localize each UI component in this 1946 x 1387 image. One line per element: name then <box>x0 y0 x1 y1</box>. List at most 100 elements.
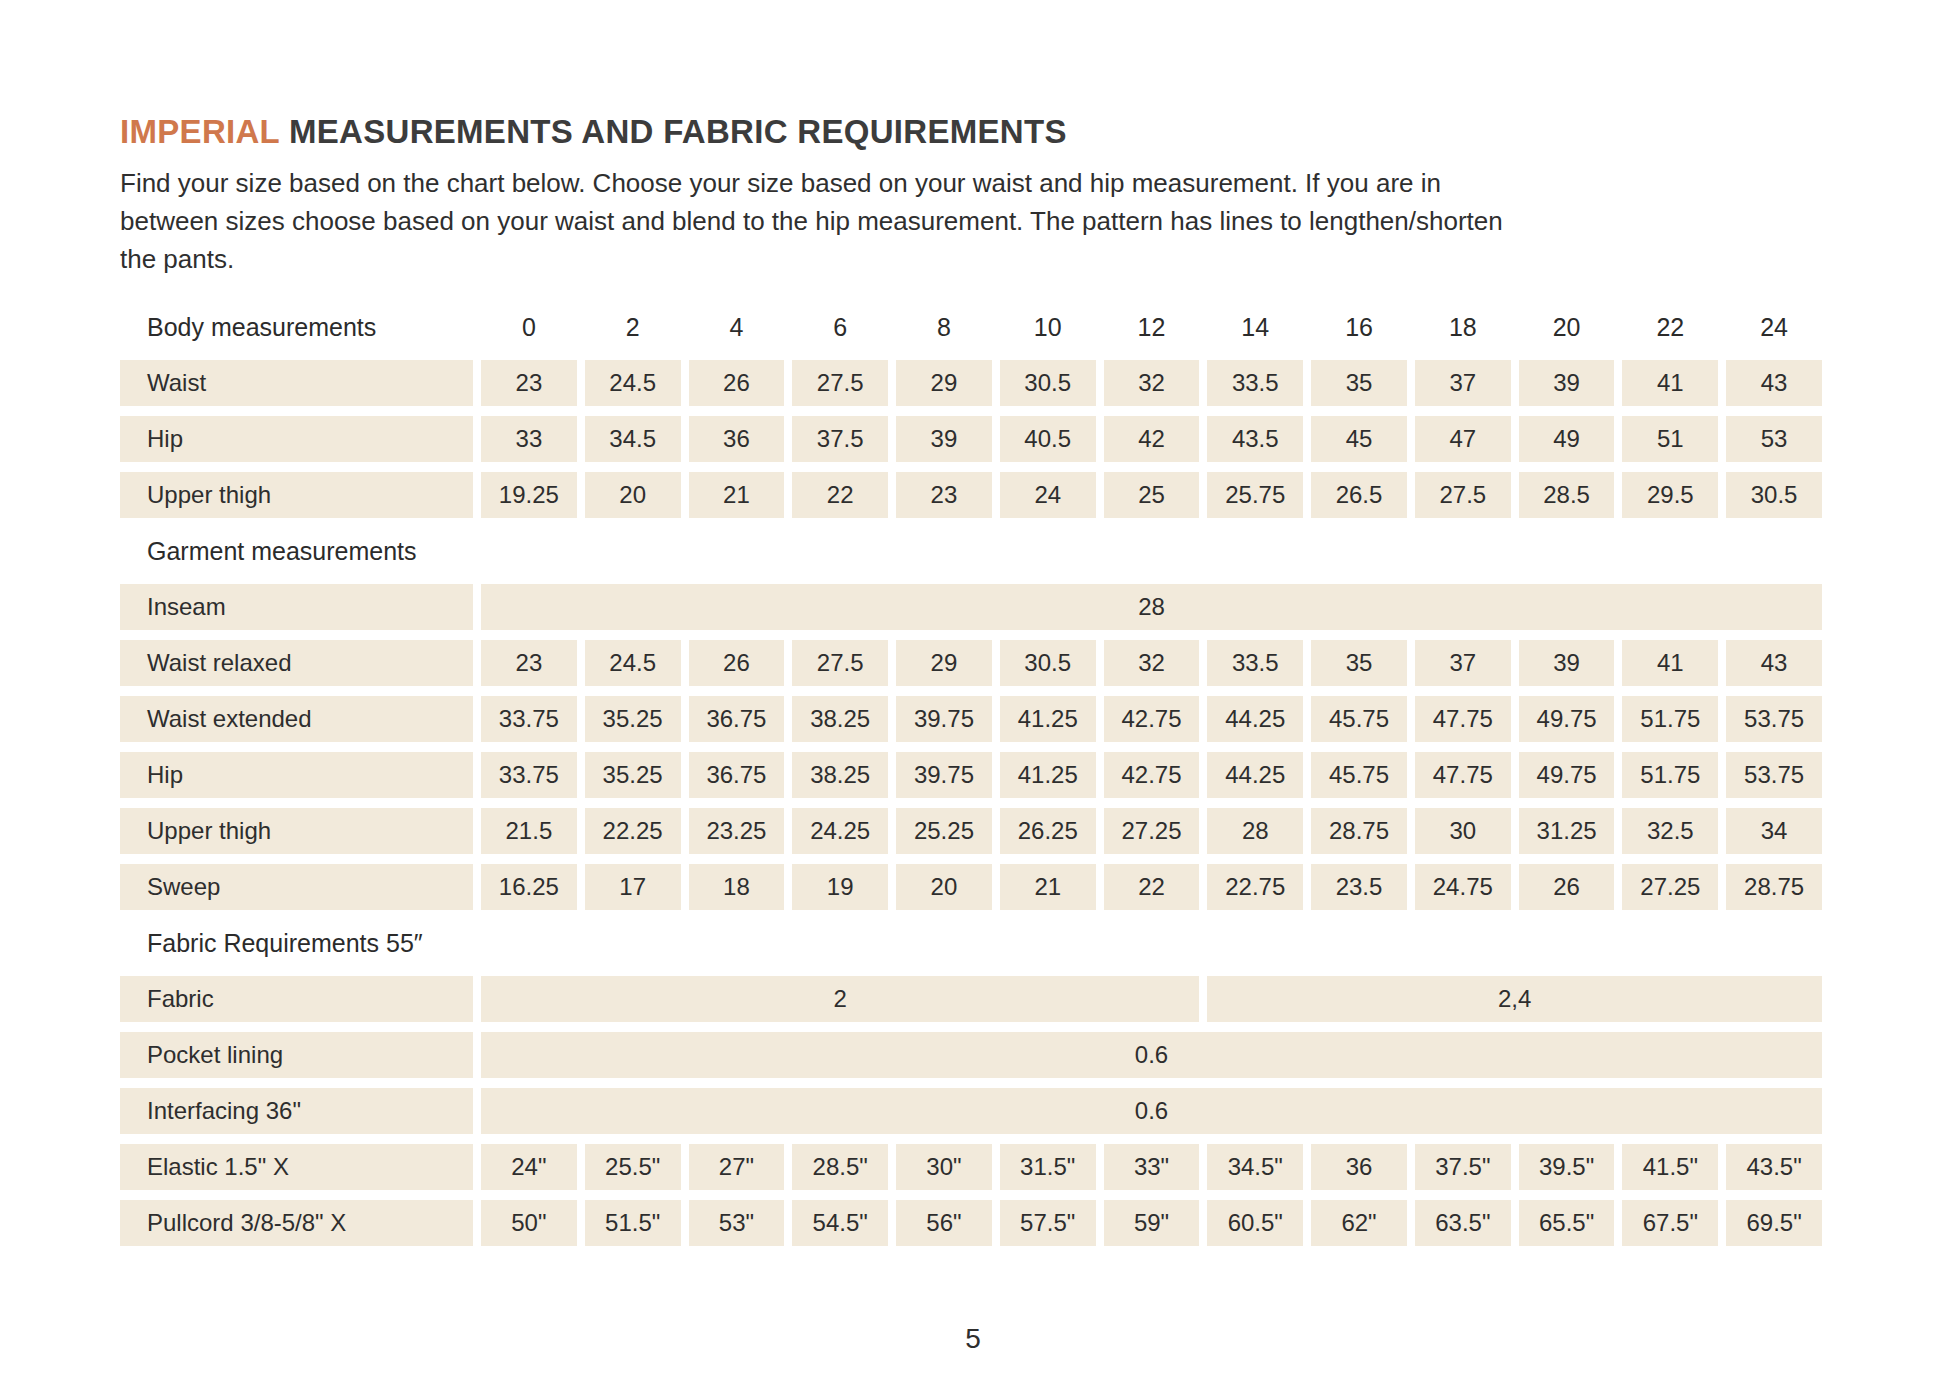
row-label-cell: Hip <box>120 752 473 798</box>
value-cell: 67.5" <box>1622 1200 1718 1246</box>
value-cell: 41.25 <box>1000 696 1096 742</box>
value-cell: 26 <box>689 360 785 406</box>
row-label-cell: Upper thigh <box>120 808 473 854</box>
value-cell: 41.5" <box>1622 1144 1718 1190</box>
value-cell: 32 <box>1104 640 1200 686</box>
row-label-cell: Interfacing 36" <box>120 1088 473 1134</box>
value-cell: 42.75 <box>1104 696 1200 742</box>
value-cell: 0.6 <box>481 1032 1822 1078</box>
value-cell: 29 <box>896 640 992 686</box>
value-cell: 23 <box>896 472 992 518</box>
value-cell: 21 <box>1000 864 1096 910</box>
size-table: Body measurements024681012141618202224Wa… <box>120 304 1822 1246</box>
size-header-cell: 4 <box>689 304 785 350</box>
value-cell: 28 <box>481 584 1822 630</box>
row-label-cell: Pullcord 3/8-5/8" X <box>120 1200 473 1246</box>
value-cell: 39.75 <box>896 752 992 798</box>
value-cell: 33.5 <box>1207 360 1303 406</box>
value-cell: 30" <box>896 1144 992 1190</box>
value-cell: 33.5 <box>1207 640 1303 686</box>
value-cell: 50" <box>481 1200 577 1246</box>
value-cell: 25.5" <box>585 1144 681 1190</box>
value-cell: 23 <box>481 360 577 406</box>
row-label-cell: Inseam <box>120 584 473 630</box>
value-cell: 33.75 <box>481 752 577 798</box>
value-cell: 27.5 <box>1415 472 1511 518</box>
value-cell: 30.5 <box>1726 472 1822 518</box>
value-cell: 69.5" <box>1726 1200 1822 1246</box>
size-header-cell: 6 <box>792 304 888 350</box>
value-cell: 39 <box>896 416 992 462</box>
size-header-label: Body measurements <box>120 304 473 350</box>
value-cell: 43.5 <box>1207 416 1303 462</box>
size-header-cell: 14 <box>1207 304 1303 350</box>
value-cell: 45.75 <box>1311 752 1407 798</box>
value-cell: 40.5 <box>1000 416 1096 462</box>
value-cell: 49.75 <box>1519 696 1615 742</box>
value-cell: 17 <box>585 864 681 910</box>
value-cell: 41 <box>1622 640 1718 686</box>
value-cell: 33 <box>481 416 577 462</box>
value-cell: 22.25 <box>585 808 681 854</box>
title-highlight: IMPERIAL <box>120 113 279 150</box>
value-cell: 20 <box>896 864 992 910</box>
value-cell: 29.5 <box>1622 472 1718 518</box>
value-cell: 28.75 <box>1726 864 1822 910</box>
value-cell: 24 <box>1000 472 1096 518</box>
value-cell: 63.5" <box>1415 1200 1511 1246</box>
value-cell: 35 <box>1311 640 1407 686</box>
value-cell: 60.5" <box>1207 1200 1303 1246</box>
value-cell: 43 <box>1726 360 1822 406</box>
value-cell: 27.25 <box>1622 864 1718 910</box>
value-cell: 0.6 <box>481 1088 1822 1134</box>
size-header-cell: 10 <box>1000 304 1096 350</box>
page-title: IMPERIAL MEASUREMENTS AND FABRIC REQUIRE… <box>120 112 1836 152</box>
value-cell: 21.5 <box>481 808 577 854</box>
value-cell: 27.5 <box>792 360 888 406</box>
value-cell: 19.25 <box>481 472 577 518</box>
value-cell: 25.25 <box>896 808 992 854</box>
value-cell: 23.25 <box>689 808 785 854</box>
value-cell: 41.25 <box>1000 752 1096 798</box>
value-cell: 21 <box>689 472 785 518</box>
value-cell: 23 <box>481 640 577 686</box>
value-cell: 31.5" <box>1000 1144 1096 1190</box>
value-cell: 20 <box>585 472 681 518</box>
value-cell: 32.5 <box>1622 808 1718 854</box>
row-label-cell: Pocket lining <box>120 1032 473 1078</box>
size-header-cell: 2 <box>585 304 681 350</box>
value-cell: 28.5" <box>792 1144 888 1190</box>
value-cell: 24.5 <box>585 360 681 406</box>
value-cell: 53 <box>1726 416 1822 462</box>
value-cell: 47 <box>1415 416 1511 462</box>
value-cell: 19 <box>792 864 888 910</box>
row-label-cell: Sweep <box>120 864 473 910</box>
value-cell: 38.25 <box>792 752 888 798</box>
value-cell: 24.25 <box>792 808 888 854</box>
size-header-cell: 22 <box>1622 304 1718 350</box>
value-cell: 27" <box>689 1144 785 1190</box>
value-cell: 36.75 <box>689 696 785 742</box>
size-header-cell: 0 <box>481 304 577 350</box>
value-cell: 54.5" <box>792 1200 888 1246</box>
value-cell: 65.5" <box>1519 1200 1615 1246</box>
value-cell: 57.5" <box>1000 1200 1096 1246</box>
value-cell: 47.75 <box>1415 752 1511 798</box>
value-cell: 36 <box>689 416 785 462</box>
value-cell: 32 <box>1104 360 1200 406</box>
value-cell: 35.25 <box>585 752 681 798</box>
value-cell: 25 <box>1104 472 1200 518</box>
value-cell: 45 <box>1311 416 1407 462</box>
value-cell: 29 <box>896 360 992 406</box>
value-cell: 53.75 <box>1726 696 1822 742</box>
value-cell: 27.25 <box>1104 808 1200 854</box>
value-cell: 39 <box>1519 360 1615 406</box>
value-cell: 44.25 <box>1207 696 1303 742</box>
row-label-cell: Upper thigh <box>120 472 473 518</box>
value-cell: 26 <box>689 640 785 686</box>
value-cell: 49.75 <box>1519 752 1615 798</box>
value-cell: 28.5 <box>1519 472 1615 518</box>
value-cell: 26 <box>1519 864 1615 910</box>
intro-paragraph: Find your size based on the chart below.… <box>120 164 1836 278</box>
value-cell: 51 <box>1622 416 1718 462</box>
